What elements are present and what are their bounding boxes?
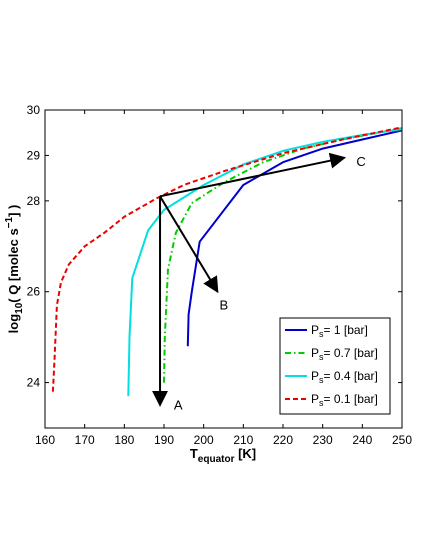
arrow-label-b: B bbox=[220, 297, 229, 312]
y-tick-label: 29 bbox=[27, 148, 41, 162]
y-axis-label: log10( Q [molec s−1] ) bbox=[4, 205, 25, 334]
legend-label-3: Ps= 0.4 [bar] bbox=[311, 369, 378, 385]
x-tick-label: 250 bbox=[392, 433, 412, 447]
x-tick-label: 240 bbox=[352, 433, 372, 447]
x-tick-label: 230 bbox=[313, 433, 333, 447]
arrow-c bbox=[159, 152, 347, 198]
arrow-label-c: C bbox=[356, 154, 365, 169]
legend-entries: Ps= 1 [bar] Ps= 0.7 [bar] Ps= 0.4 [bar] Ps=… bbox=[285, 323, 378, 408]
y-tick-label: 24 bbox=[27, 376, 41, 390]
x-tick-label: 210 bbox=[233, 433, 253, 447]
series-line-1 bbox=[186, 129, 403, 347]
legend-label-2: Ps= 0.7 [bar] bbox=[311, 346, 378, 362]
x-tick-label: 190 bbox=[154, 433, 174, 447]
x-axis-label: Tequator [K] bbox=[190, 446, 256, 465]
y-tick-label: 28 bbox=[27, 194, 41, 208]
series-line-4 bbox=[51, 126, 403, 392]
legend: Ps= 1 [bar] Ps= 0.7 [bar] Ps= 0.4 [bar] Ps=… bbox=[279, 317, 391, 415]
plot-frame bbox=[44, 109, 403, 429]
series-line-2 bbox=[163, 127, 403, 383]
y-tick-label: 30 bbox=[27, 103, 41, 117]
x-tick-label: 220 bbox=[273, 433, 293, 447]
x-tick-label: 170 bbox=[75, 433, 95, 447]
legend-box bbox=[279, 317, 391, 415]
legend-label-4: Ps= 0.1 [bar] bbox=[311, 392, 378, 408]
legend-label-1: Ps= 1 [bar] bbox=[311, 323, 368, 339]
annotation-layer: A B C bbox=[152, 152, 366, 412]
x-tick-label: 160 bbox=[35, 433, 55, 447]
arrow-b bbox=[159, 195, 219, 294]
series-line-3 bbox=[127, 128, 403, 397]
x-tick-label: 200 bbox=[194, 433, 214, 447]
y-tick-label: 26 bbox=[27, 285, 41, 299]
arrow-label-a: A bbox=[174, 397, 183, 412]
tick-layer: 160 170 180 190 200 210 220 230 240 250 24 26 28 29 30 bbox=[27, 103, 413, 447]
x-tick-label: 180 bbox=[114, 433, 134, 447]
series-layer bbox=[51, 126, 403, 397]
